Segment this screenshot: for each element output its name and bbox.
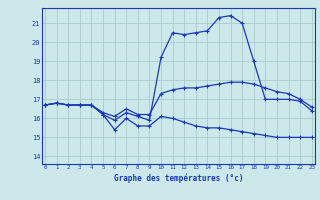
X-axis label: Graphe des températures (°c): Graphe des températures (°c) [114, 173, 243, 183]
